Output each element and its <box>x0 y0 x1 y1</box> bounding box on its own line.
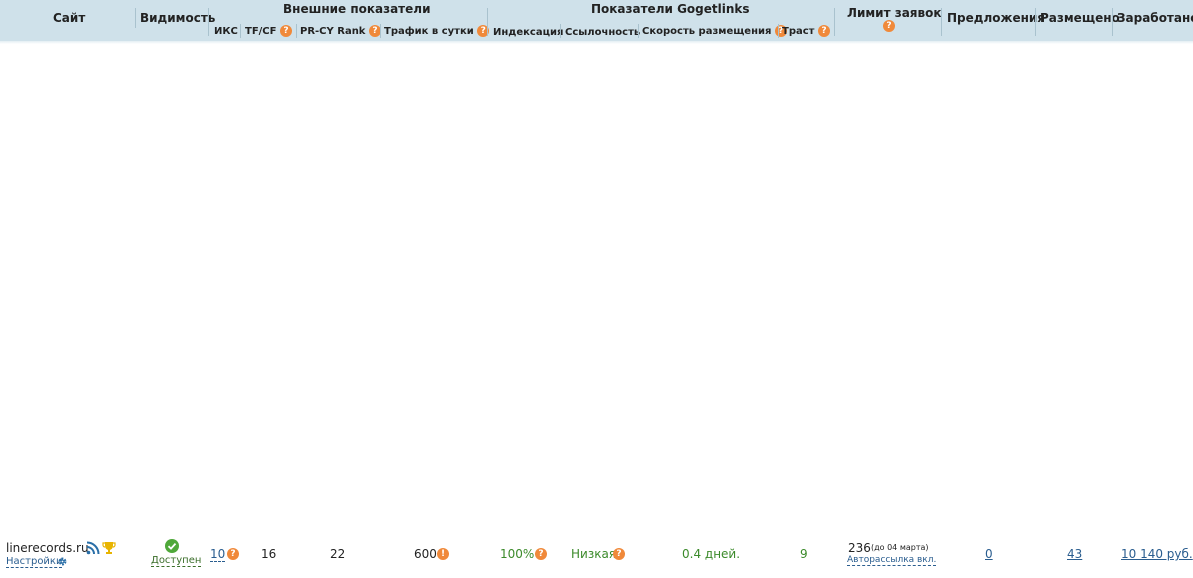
col-earned[interactable]: Заработано <box>1117 11 1193 25</box>
col-traffic-label: Трафик в сутки <box>384 26 474 37</box>
col-indexing[interactable]: Индексация <box>493 27 564 38</box>
auto-mailing-link[interactable]: Авторассылка вкл. <box>847 555 937 566</box>
col-site[interactable]: Сайт <box>53 11 86 25</box>
divider <box>560 24 561 38</box>
divider <box>380 24 381 38</box>
group-external-metrics: Внешние показатели <box>283 2 431 16</box>
question-icon[interactable]: ? <box>817 25 830 37</box>
check-circle-icon <box>165 539 179 556</box>
col-placement-speed[interactable]: Скорость размещения ? <box>642 25 787 37</box>
divider <box>135 8 136 28</box>
indexing-value: 100% <box>500 547 535 561</box>
col-offers[interactable]: Предложения <box>947 11 1045 25</box>
traffic-value: 600 <box>414 547 437 561</box>
col-placement-speed-label: Скорость размещения <box>642 26 772 37</box>
exclamation-icon[interactable]: ! <box>437 548 449 560</box>
question-icon[interactable]: ? <box>227 548 239 560</box>
divider <box>240 24 241 38</box>
divider <box>638 24 639 38</box>
trophy-icon[interactable] <box>102 541 116 558</box>
rss-icon[interactable] <box>86 541 100 558</box>
trust-value: 9 <box>800 547 808 561</box>
iks-value[interactable]: 10 <box>210 547 226 562</box>
col-prcy[interactable]: PR-CY Rank ? <box>300 25 381 37</box>
placement-speed-value: 0.4 дней. <box>682 547 741 561</box>
question-icon[interactable]: ? <box>535 548 547 560</box>
col-trust-label: Траст <box>782 26 815 37</box>
col-prcy-label: PR-CY Rank <box>300 26 366 37</box>
col-traffic[interactable]: Трафик в сутки ? <box>384 25 490 37</box>
tfcf-value: 16 <box>261 547 277 561</box>
limit-note: (до 04 марта) <box>871 543 929 552</box>
col-placed[interactable]: Размещено <box>1040 11 1120 25</box>
question-icon[interactable]: ? <box>774 25 787 37</box>
question-icon[interactable]: ? <box>613 548 625 560</box>
site-name[interactable]: linerecords.ru <box>6 541 89 555</box>
settings-link[interactable]: Настройки <box>6 556 63 568</box>
limit-value: 236 <box>848 541 871 555</box>
placed-link[interactable]: 43 <box>1067 547 1083 561</box>
gear-icon[interactable] <box>57 556 68 570</box>
divider <box>778 24 779 38</box>
col-limit[interactable]: Лимит заявок <box>847 6 942 20</box>
settings-label: Настройки <box>6 556 63 567</box>
visibility-status[interactable]: Доступен <box>151 555 202 567</box>
divider <box>941 8 942 36</box>
table-header: Сайт Видимость Внешние показатели ИКС TF… <box>0 0 1193 44</box>
col-tfcf-label: TF/CF <box>245 26 277 37</box>
divider <box>208 8 209 36</box>
linkiness-value: Низкая <box>571 547 617 561</box>
divider <box>1112 8 1113 36</box>
col-trust[interactable]: Траст ? <box>782 25 830 37</box>
divider <box>834 8 835 36</box>
offers-link[interactable]: 0 <box>985 547 993 561</box>
prcy-value: 22 <box>330 547 346 561</box>
question-icon[interactable]: ? <box>279 25 292 37</box>
col-iks[interactable]: ИКС <box>214 26 238 37</box>
question-icon[interactable]: ? <box>477 25 490 37</box>
divider <box>487 8 488 36</box>
group-gogetlinks-metrics: Показатели Gogetlinks <box>591 2 750 16</box>
divider <box>1035 8 1036 36</box>
divider <box>296 24 297 38</box>
earned-link[interactable]: 10 140 руб. <box>1121 547 1193 561</box>
col-tfcf[interactable]: TF/CF ? <box>245 25 292 37</box>
question-icon[interactable]: ? <box>368 25 381 37</box>
col-linkiness[interactable]: Ссылочность <box>565 27 641 38</box>
question-icon[interactable]: ? <box>883 20 895 32</box>
col-visibility[interactable]: Видимость <box>140 11 216 25</box>
